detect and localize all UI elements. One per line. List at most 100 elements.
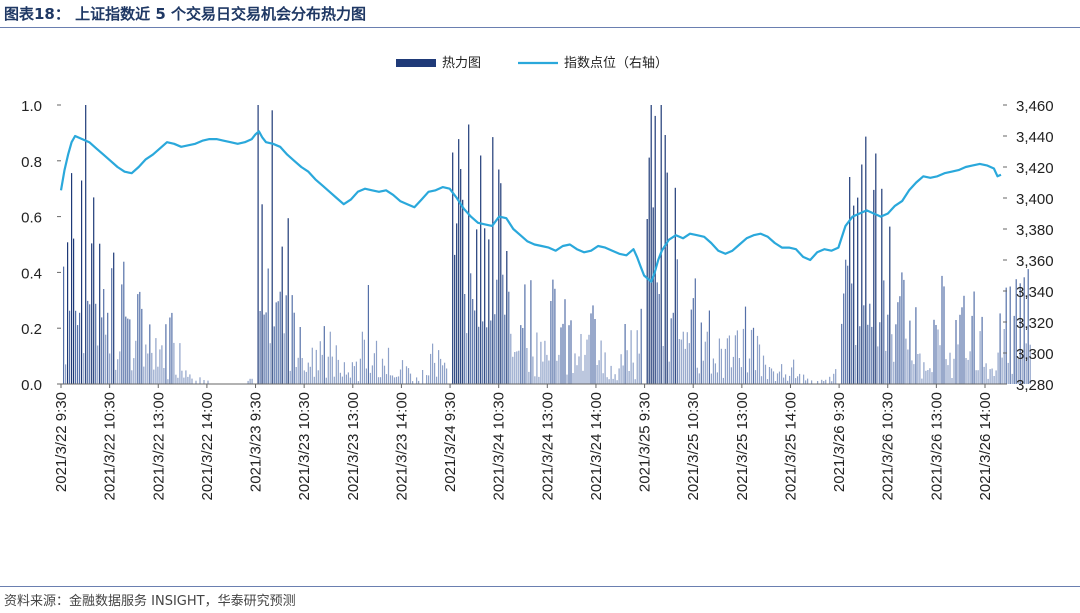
- heat-bar: [524, 284, 526, 384]
- heat-bar: [185, 370, 187, 384]
- heat-bar: [251, 378, 253, 384]
- heat-bar: [422, 370, 424, 384]
- heat-bar: [522, 328, 524, 384]
- heat-bar: [474, 310, 476, 384]
- heat-bar: [935, 325, 937, 384]
- heat-bar: [925, 370, 927, 384]
- heat-bar: [622, 365, 624, 384]
- heat-bar: [672, 312, 674, 384]
- heat-bar: [690, 309, 692, 384]
- heat-bar: [323, 326, 325, 384]
- heat-bar: [1025, 343, 1027, 384]
- heat-bar: [923, 362, 925, 384]
- heat-bar: [895, 324, 897, 384]
- heat-bar: [558, 354, 560, 384]
- heat-bar: [468, 124, 470, 384]
- heat-bar: [634, 379, 636, 384]
- heat-bar: [432, 343, 434, 384]
- heat-bar: [863, 305, 865, 384]
- heat-bar: [967, 359, 969, 384]
- heat-bar: [550, 301, 552, 384]
- heat-bar: [137, 294, 139, 384]
- heat-bar: [311, 347, 313, 384]
- heat-bar: [191, 378, 193, 384]
- bottom-rule: [0, 586, 1080, 587]
- heat-bar: [789, 375, 791, 384]
- heat-bar: [943, 286, 945, 384]
- heat-bar: [668, 361, 670, 384]
- x-tick-label: 2021/3/25 13:00: [734, 392, 751, 500]
- heat-bar: [905, 338, 907, 384]
- heat-bar: [333, 376, 335, 384]
- heat-bar: [893, 361, 895, 384]
- heat-bar: [897, 302, 899, 384]
- heat-bar: [1021, 354, 1023, 384]
- heat-bar: [504, 314, 506, 384]
- heat-bar: [299, 327, 301, 384]
- x-tick-label: 2021/3/25 10:30: [685, 392, 702, 500]
- heat-bar: [397, 376, 400, 384]
- heat-bar: [490, 320, 492, 384]
- heat-bars: [63, 105, 1031, 385]
- heat-bar: [752, 327, 755, 384]
- heat-bar: [933, 319, 935, 384]
- heat-bar: [564, 299, 566, 384]
- heat-bar: [907, 349, 909, 384]
- heat-bar: [391, 375, 394, 384]
- heat-bar: [283, 333, 285, 384]
- heat-bar: [149, 324, 151, 384]
- heat-bar: [498, 169, 500, 384]
- heat-bar: [568, 325, 570, 384]
- heat-bar: [979, 331, 981, 384]
- heat-bar: [179, 343, 181, 384]
- heat-bar: [768, 367, 771, 384]
- heat-bar: [103, 289, 105, 384]
- heat-bar: [720, 348, 722, 384]
- heat-bar: [115, 369, 117, 384]
- heat-bar: [129, 319, 131, 384]
- heat-bar: [770, 368, 773, 384]
- heat-bar: [412, 381, 414, 384]
- heat-bar: [849, 177, 851, 384]
- heat-bar: [931, 372, 933, 384]
- heat-bar: [963, 295, 965, 384]
- x-tick-label: 2021/3/23 14:00: [393, 392, 410, 500]
- heat-bar: [698, 373, 700, 384]
- heat-bar: [977, 370, 979, 384]
- heat-bar: [87, 300, 89, 384]
- heat-bar: [706, 331, 708, 384]
- heat-bar: [736, 330, 738, 384]
- heat-bar: [835, 369, 837, 384]
- heat-bar: [101, 317, 103, 384]
- heat-bar: [853, 205, 855, 384]
- heat-bar: [903, 279, 905, 384]
- heat-bar: [109, 353, 111, 384]
- heat-bar: [261, 204, 263, 384]
- y-right-tick-label: 3,420: [1016, 160, 1054, 177]
- legend-swatch-heat: [396, 59, 436, 67]
- heat-bar: [548, 360, 550, 384]
- heat-bar: [117, 359, 119, 384]
- heat-bar: [327, 356, 329, 384]
- y-left-tick-label: 0.0: [21, 377, 42, 394]
- y-right-tick-label: 3,460: [1016, 98, 1054, 115]
- heat-bar: [728, 335, 730, 384]
- heat-bar: [951, 378, 953, 384]
- heat-bar: [287, 218, 289, 384]
- heat-bar: [632, 362, 634, 384]
- heat-bar: [570, 320, 572, 384]
- heat-bar: [426, 375, 428, 384]
- heat-bar: [313, 376, 315, 384]
- heat-bar: [488, 239, 490, 384]
- heat-bar: [83, 353, 85, 384]
- heat-bar: [909, 320, 911, 384]
- heat-bar: [556, 360, 558, 384]
- heat-bar: [965, 358, 967, 384]
- legend-label-line: 指数点位（右轴）: [564, 55, 668, 70]
- heat-bar: [79, 312, 81, 384]
- heat-bar: [748, 358, 751, 384]
- heat-bar: [1007, 362, 1009, 384]
- heat-bar: [877, 346, 879, 384]
- heat-bar: [702, 360, 704, 384]
- heat-bar: [969, 351, 971, 384]
